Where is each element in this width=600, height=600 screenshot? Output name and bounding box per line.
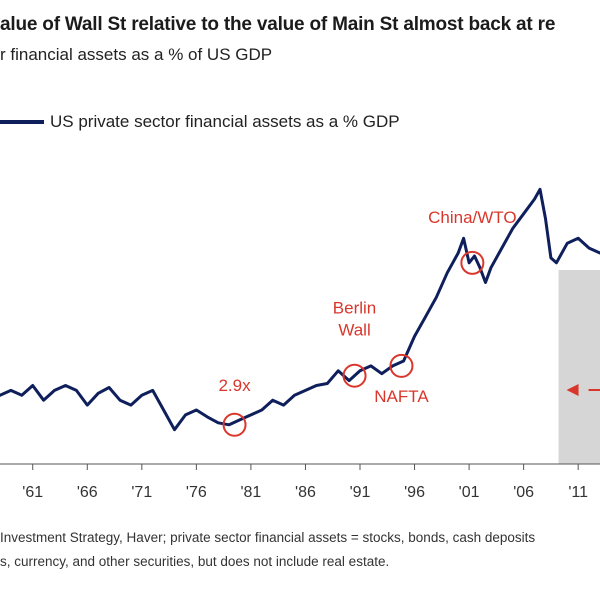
legend-label: US private sector financial assets as a … [50,112,400,131]
chart-title: alue of Wall St relative to the value of… [0,14,556,35]
annotation-label-line: NAFTA [374,387,429,406]
annotation-circle [389,353,414,378]
annotation-label: 2.9x [218,376,251,395]
legend-line-swatch [0,120,44,124]
annotation-label-line: 2.9x [218,376,251,395]
chart-subtitle: r financial assets as a % of US GDP [0,45,273,64]
x-tick-label: '01 [459,484,480,501]
footnote-line-1: Investment Strategy, Haver; private sect… [0,530,536,545]
x-tick-label: '86 [295,484,316,501]
footnote-line-2: s, currency, and other securities, but d… [0,554,390,569]
x-tick-label: '61 [22,484,43,501]
annotation-circle [460,250,485,275]
annotation-label: China/WTO [428,208,517,227]
annotation-label: NAFTA [374,387,429,406]
annotation-circle [222,412,247,437]
x-tick-label: '66 [77,484,98,501]
x-tick-label: '11 [568,484,588,501]
annotation-label-line: Berlin [333,299,376,318]
x-tick-label: '76 [186,484,207,501]
shaded-region [558,270,600,464]
x-tick-label: '96 [404,484,425,501]
x-tick-label: '71 [131,484,152,501]
x-tick-label: '06 [513,484,534,501]
annotation-label-line: China/WTO [428,208,517,227]
x-tick-label: '91 [350,484,371,501]
annotation-label-line: Wall [338,321,370,340]
series-line [0,187,600,432]
annotation-circle [342,363,367,388]
x-tick-label: '81 [240,484,261,501]
legend: US private sector financial assets as a … [0,112,400,132]
annotation-label: Berlin Wall [333,299,376,340]
shaded-arrow-head [566,384,579,396]
